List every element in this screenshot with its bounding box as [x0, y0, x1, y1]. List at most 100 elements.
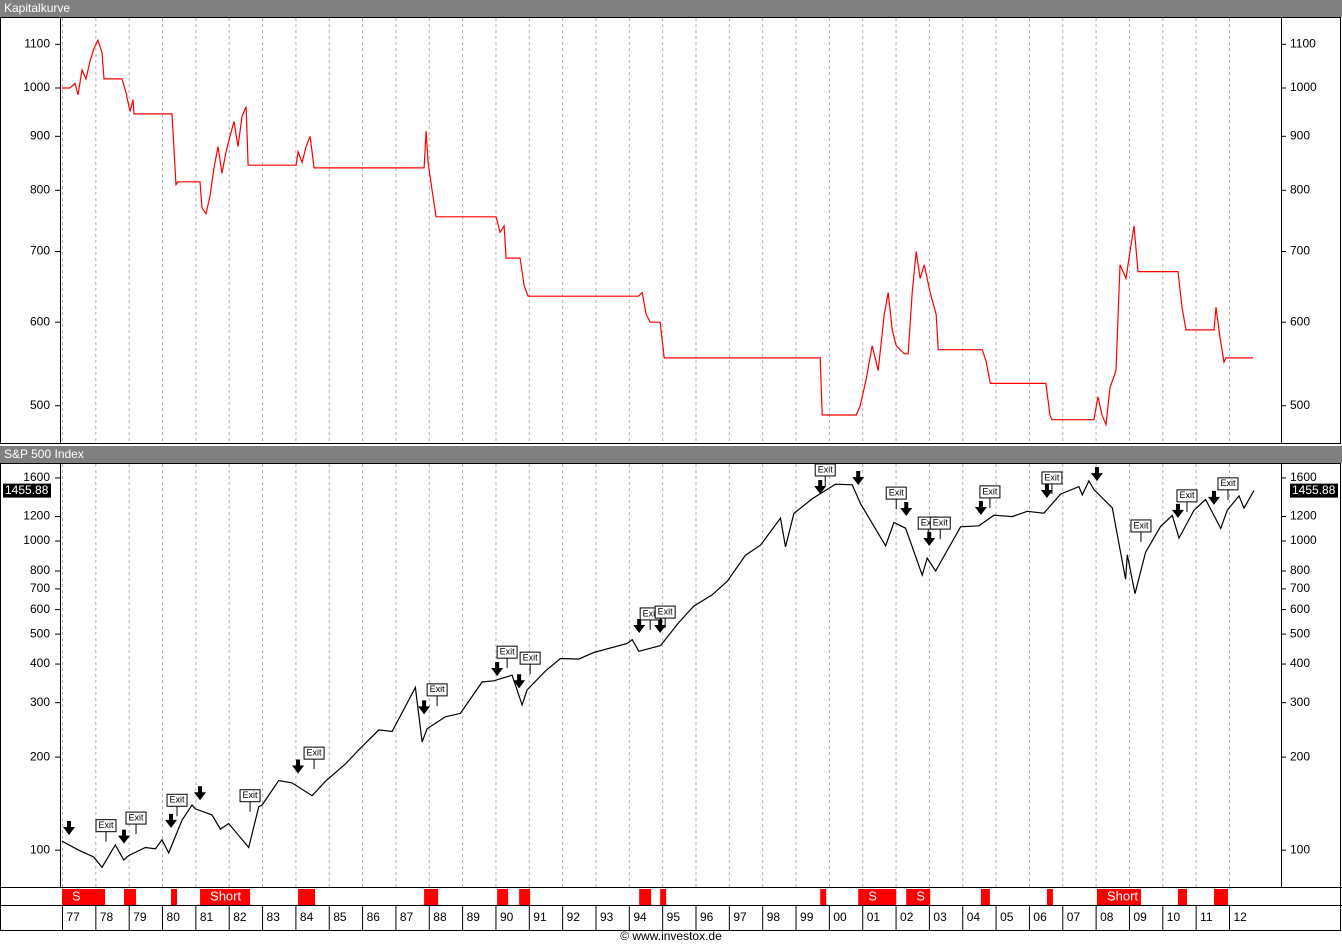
x-tick-label: 99: [800, 910, 814, 924]
position-segment: [660, 889, 667, 905]
annotation-box: [1176, 489, 1198, 503]
x-tick-label: 85: [333, 910, 347, 924]
y-tick-label: 1000: [23, 80, 50, 94]
y-tick-label: 300: [1290, 695, 1310, 709]
x-tick-label: 93: [600, 910, 614, 924]
y-tick-label: 100: [30, 842, 50, 856]
position-segment: [519, 889, 531, 905]
annotation-box: [426, 683, 448, 697]
position-segment: [1213, 889, 1228, 905]
y-tick-label: 1000: [1290, 533, 1317, 547]
position-label: Short: [1107, 888, 1138, 903]
position-label: Short: [210, 888, 241, 903]
annotation: Exit: [243, 790, 259, 800]
x-tick-label: 80: [167, 910, 181, 924]
last-value-box: [3, 483, 51, 498]
x-tick-label: 00: [833, 910, 847, 924]
annotation: Exit: [643, 608, 659, 618]
annotation: Exit: [933, 517, 949, 527]
y-tick-label: 700: [1290, 244, 1310, 258]
position-segment: [639, 889, 652, 905]
x-tick-label: 83: [267, 910, 281, 924]
y-tick-label: 500: [1290, 626, 1310, 640]
entry-arrow: [1171, 503, 1184, 518]
entry-arrow: [165, 813, 178, 828]
x-tick-label: 07: [1067, 910, 1081, 924]
x-tick-label: 84: [300, 910, 314, 924]
y-tick-label: 700: [30, 244, 50, 258]
annotation-box: [1130, 519, 1152, 533]
entry-arrow: [513, 674, 526, 689]
position-label: S: [72, 888, 81, 903]
entry-arrow: [1090, 467, 1103, 482]
position-segment: [171, 889, 178, 905]
x-tick-label: 02: [900, 910, 914, 924]
y-tick-label: 900: [30, 128, 50, 142]
y-tick-label: 1200: [1290, 509, 1317, 523]
panel-frame: [0, 463, 1341, 931]
annotation: Exit: [921, 517, 937, 527]
footer: © www.investox.de: [620, 929, 722, 943]
y-tick-label: 400: [1290, 656, 1310, 670]
x-tick-label: 94: [633, 910, 647, 924]
y-tick-label: 1000: [1290, 80, 1317, 94]
annotation-box: [1041, 471, 1063, 485]
y-tick-label: 1200: [23, 509, 50, 523]
x-tick-label: 03: [933, 910, 947, 924]
y-tick-label: 200: [1290, 749, 1310, 763]
x-tick-label: 11: [1200, 910, 1213, 924]
y-tick-label: 1600: [1290, 470, 1317, 484]
x-tick-label: 97: [733, 910, 747, 924]
entry-arrow: [974, 500, 987, 515]
entry-arrow: [194, 786, 207, 801]
entry-arrow: [900, 501, 913, 516]
annotation: Exit: [818, 464, 834, 474]
y-tick-label: 500: [30, 398, 50, 412]
x-tick-label: 87: [400, 910, 414, 924]
entry-arrow: [292, 759, 305, 774]
annotation-box: [125, 811, 147, 825]
y-tick-label: 1600: [23, 470, 50, 484]
x-tick-label: 98: [767, 910, 781, 924]
x-tick-label: 12: [1233, 910, 1247, 924]
annotation: Exit: [523, 653, 539, 663]
x-tick-label: 06: [1033, 910, 1047, 924]
annotation: Exit: [658, 606, 674, 616]
x-tick-label: 09: [1133, 910, 1147, 924]
y-tick-label: 500: [30, 626, 50, 640]
y-tick-label: 200: [30, 749, 50, 763]
y-tick-label: 600: [1290, 314, 1310, 328]
entry-arrow: [852, 470, 865, 485]
x-tick-label: 04: [967, 910, 981, 924]
x-tick-label: 96: [700, 910, 714, 924]
position-segment: [858, 889, 897, 905]
y-tick-label: 1100: [1290, 36, 1316, 50]
entry-arrow: [633, 619, 646, 634]
y-tick-label: 1100: [24, 36, 50, 50]
entry-arrow: [1040, 483, 1053, 498]
position-segment: [424, 889, 439, 905]
x-tick-label: 82: [233, 910, 247, 924]
annotation-box: [166, 793, 188, 807]
y-tick-label: 800: [30, 182, 50, 196]
annotation-box: [303, 746, 325, 760]
entry-arrow: [118, 829, 131, 844]
entry-arrow: [63, 820, 76, 835]
title-bar: [0, 446, 1342, 463]
position-segment: [820, 889, 827, 905]
y-tick-label: 500: [1290, 398, 1310, 412]
annotation-box: [239, 789, 261, 803]
x-tick-label: 89: [467, 910, 481, 924]
x-tick-label: 86: [367, 910, 381, 924]
position-segment: [200, 889, 251, 905]
position-segment: [1046, 889, 1053, 905]
y-tick-label: 800: [1290, 563, 1310, 577]
annotation: Exit: [1133, 520, 1149, 530]
x-tick-label: 95: [667, 910, 681, 924]
x-tick-label: 78: [100, 910, 114, 924]
y-tick-label: 1000: [23, 533, 50, 547]
x-tick-label: 79: [133, 910, 147, 924]
annotation-box: [929, 516, 951, 530]
